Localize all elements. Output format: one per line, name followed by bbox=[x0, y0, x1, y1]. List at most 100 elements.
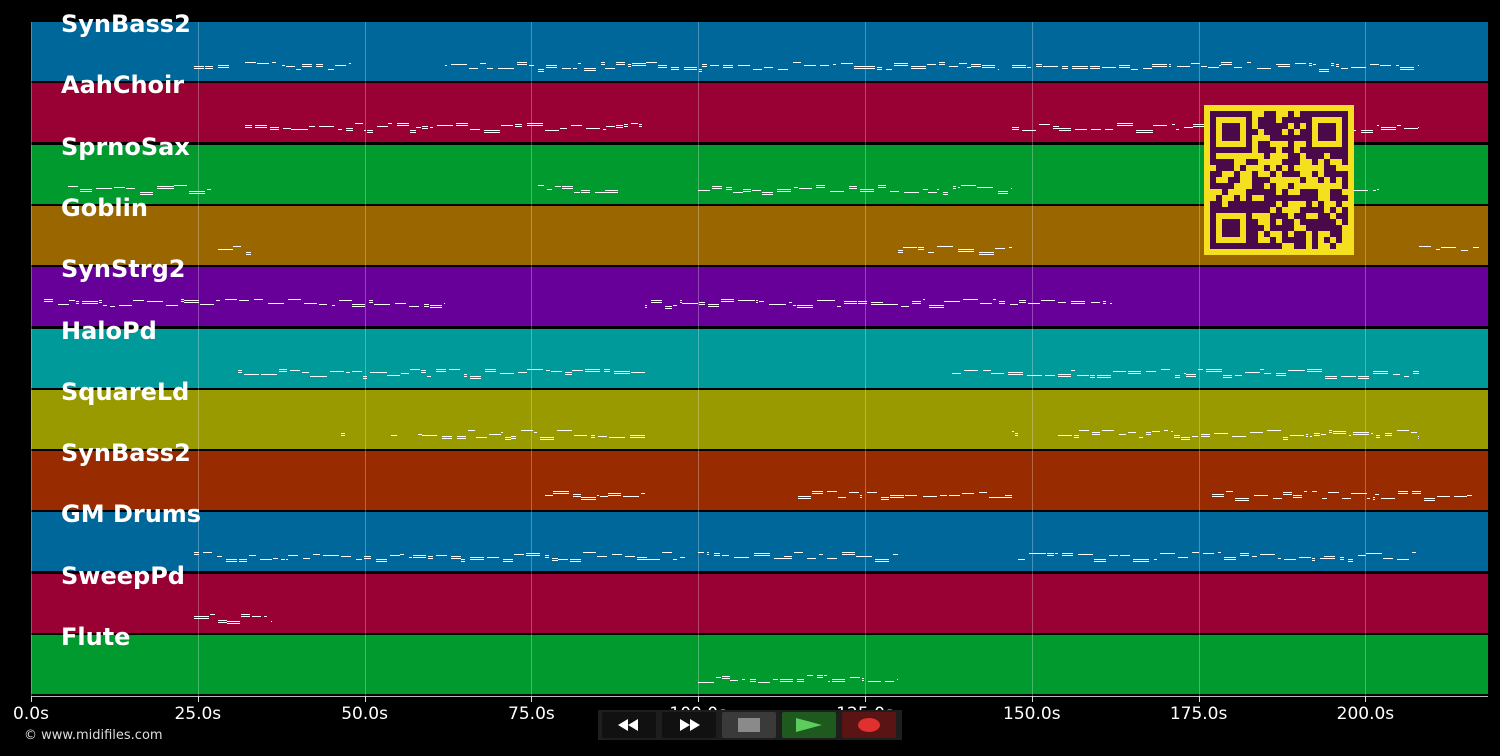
rewind-button[interactable] bbox=[602, 712, 656, 738]
record-button[interactable] bbox=[842, 712, 896, 738]
midi-note bbox=[611, 554, 623, 556]
midi-note bbox=[1306, 433, 1309, 435]
midi-note bbox=[1411, 552, 1417, 554]
midi-note bbox=[1282, 494, 1293, 496]
midi-note bbox=[976, 186, 994, 188]
midi-note bbox=[737, 65, 750, 66]
midi-note bbox=[615, 62, 626, 63]
midi-note bbox=[966, 67, 971, 68]
midi-note bbox=[558, 559, 568, 561]
midi-note bbox=[1183, 127, 1193, 129]
midi-note bbox=[590, 436, 596, 438]
midi-note bbox=[322, 555, 340, 557]
midi-note bbox=[1383, 558, 1394, 560]
midi-note bbox=[833, 64, 836, 65]
midi-note bbox=[416, 127, 422, 129]
midi-note bbox=[938, 62, 946, 63]
play-button[interactable] bbox=[782, 712, 836, 738]
midi-note bbox=[363, 375, 368, 377]
midi-note bbox=[1159, 553, 1175, 555]
midi-note bbox=[375, 559, 388, 561]
midi-note bbox=[499, 372, 515, 374]
midi-note bbox=[584, 68, 597, 69]
midi-note bbox=[573, 68, 577, 69]
midi-note bbox=[1077, 374, 1090, 376]
fast-forward-button[interactable] bbox=[662, 712, 716, 738]
midi-note bbox=[1089, 68, 1100, 69]
midi-note bbox=[624, 556, 636, 558]
midi-note bbox=[877, 69, 882, 70]
midi-note bbox=[469, 557, 485, 559]
midi-note bbox=[188, 190, 205, 192]
midi-note bbox=[1103, 303, 1107, 305]
midi-note bbox=[1263, 372, 1272, 374]
midi-note bbox=[334, 65, 346, 66]
midi-note bbox=[754, 553, 771, 555]
midi-note bbox=[1213, 432, 1228, 434]
midi-note bbox=[1417, 437, 1419, 439]
midi-note bbox=[1062, 66, 1069, 67]
midi-note bbox=[367, 132, 373, 134]
midi-note bbox=[245, 253, 252, 255]
midi-note bbox=[600, 64, 606, 65]
midi-note bbox=[893, 554, 899, 556]
midi-note bbox=[511, 435, 517, 437]
midi-note bbox=[218, 619, 227, 621]
midi-note bbox=[757, 682, 770, 683]
midi-note bbox=[1174, 436, 1180, 438]
midi-note bbox=[244, 125, 253, 127]
midi-note bbox=[823, 675, 827, 676]
midi-note bbox=[1021, 130, 1037, 132]
midi-note bbox=[605, 68, 615, 69]
midi-note bbox=[1120, 555, 1130, 557]
midi-note bbox=[853, 68, 859, 69]
midi-note bbox=[574, 191, 581, 193]
midi-note bbox=[1313, 64, 1317, 65]
midi-note bbox=[500, 431, 503, 433]
midi-note bbox=[340, 556, 352, 558]
midi-note bbox=[429, 305, 442, 307]
midi-note bbox=[430, 127, 433, 129]
midi-note bbox=[450, 64, 467, 65]
midi-note bbox=[57, 304, 69, 306]
midi-note bbox=[1358, 555, 1366, 557]
midi-note bbox=[993, 299, 997, 301]
midi-note bbox=[67, 185, 78, 187]
midi-note bbox=[1118, 65, 1130, 66]
midi-note bbox=[749, 679, 757, 680]
midi-note bbox=[310, 375, 328, 377]
midi-note bbox=[363, 377, 368, 379]
midi-note bbox=[401, 372, 409, 374]
midi-note bbox=[773, 679, 778, 680]
midi-note bbox=[584, 368, 601, 370]
midi-note bbox=[544, 495, 553, 497]
midi-note bbox=[204, 66, 214, 67]
track-label: SprnoSax bbox=[61, 132, 190, 161]
midi-note bbox=[1256, 68, 1271, 69]
midi-note bbox=[194, 554, 200, 556]
midi-note bbox=[1018, 559, 1026, 561]
midi-note bbox=[749, 681, 757, 682]
stop-button[interactable] bbox=[722, 712, 776, 738]
midi-note bbox=[1358, 377, 1369, 379]
midi-note bbox=[397, 125, 409, 127]
midi-note bbox=[1375, 436, 1381, 438]
midi-note bbox=[1046, 553, 1054, 555]
midi-note bbox=[600, 62, 606, 63]
midi-note bbox=[794, 186, 799, 188]
midi-note bbox=[910, 66, 926, 67]
midi-note bbox=[1130, 69, 1139, 70]
midi-note bbox=[270, 127, 279, 129]
midi-note bbox=[140, 193, 153, 195]
midi-note bbox=[1328, 429, 1332, 431]
midi-note bbox=[527, 125, 544, 127]
midi-note bbox=[1211, 496, 1224, 498]
midi-note bbox=[399, 554, 405, 556]
midi-note bbox=[408, 557, 413, 559]
midi-note bbox=[898, 249, 903, 251]
midi-note bbox=[804, 65, 816, 66]
gridline bbox=[364, 22, 366, 696]
midi-note bbox=[436, 555, 448, 557]
midi-note bbox=[698, 71, 702, 72]
midi-note bbox=[456, 435, 467, 437]
